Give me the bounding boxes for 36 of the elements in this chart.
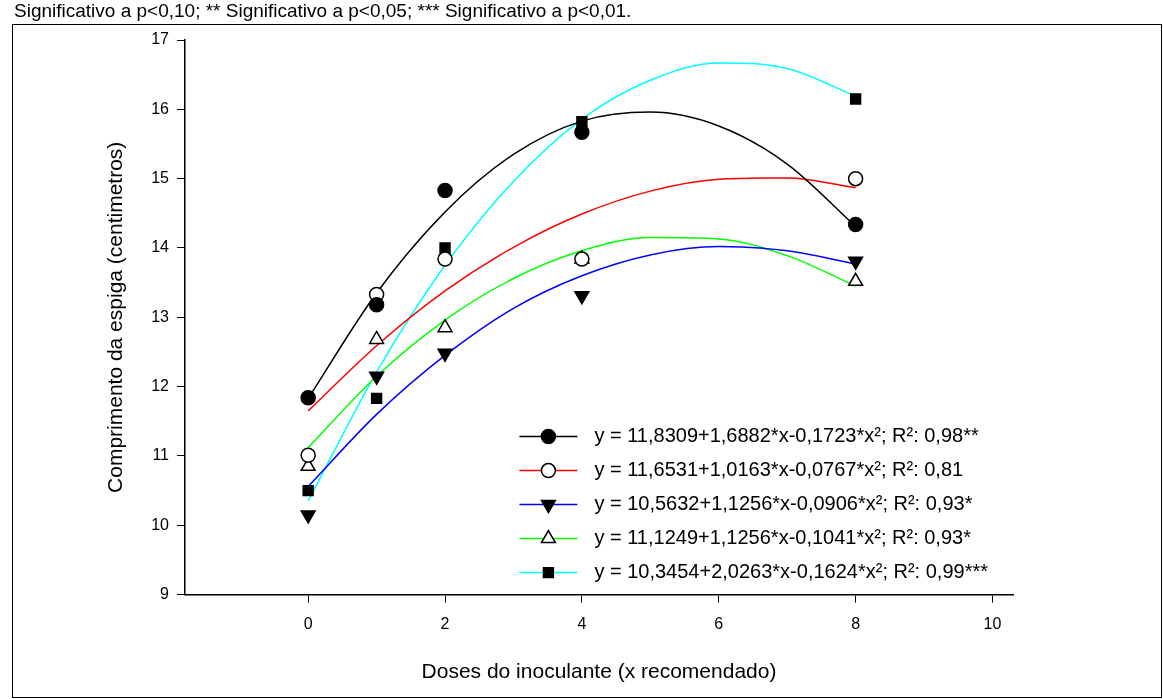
y-tick-label: 10 — [151, 515, 170, 533]
point — [300, 389, 316, 406]
point — [300, 447, 316, 464]
point — [574, 124, 590, 140]
y-tick-label: 13 — [151, 307, 170, 325]
x-tick-label: 2 — [440, 614, 450, 632]
y-tick-label: 12 — [151, 377, 170, 395]
point — [847, 170, 864, 187]
y-tick-label: 9 — [160, 585, 170, 603]
legend-label: y = 10,3454+2,0263*x-0,1624*x²; R²: 0,99*** — [594, 560, 989, 583]
point — [849, 93, 862, 105]
x-tick-label: 4 — [577, 614, 587, 632]
point — [370, 392, 383, 405]
point — [847, 216, 864, 233]
point — [368, 371, 385, 385]
text: Significativo a p<0,10; ** Significativo a p<0,05; *** Significativo a p<0,01. — [14, 0, 632, 22]
point — [302, 484, 314, 497]
y-tick-label: 16 — [151, 99, 170, 117]
point — [847, 256, 864, 270]
y-tick-label: 11 — [152, 446, 170, 464]
point — [437, 251, 453, 267]
legend-label: y = 10,5632+1,1256*x-0,0906*x²; R²: 0,93* — [594, 492, 973, 515]
x-tick-label: 8 — [851, 614, 861, 632]
y-tick-label: 17 — [151, 30, 170, 48]
point — [368, 297, 385, 313]
legend-label: y = 11,6531+1,0163*x-0,0767*x²; R²: 0,81 — [594, 458, 964, 481]
y-tick-label: 14 — [151, 238, 170, 256]
legend-label: y = 11,1249+1,1256*x-0,1041*x²; R²: 0,93* — [594, 526, 972, 549]
x-axis-title: Doses do inoculante (x recomendado) — [421, 659, 777, 683]
y-tick-label: 15 — [151, 169, 170, 187]
point — [437, 182, 453, 199]
y-axis-title: Comprimento da espiga (centimetros) — [103, 141, 127, 493]
legend-label: y = 11,8309+1,6882*x-0,1723*x²; R²: 0,98** — [594, 424, 979, 447]
x-tick-label: 0 — [303, 614, 313, 632]
x-tick-label: 6 — [714, 614, 724, 632]
x-tick-label: 10 — [983, 614, 1002, 632]
